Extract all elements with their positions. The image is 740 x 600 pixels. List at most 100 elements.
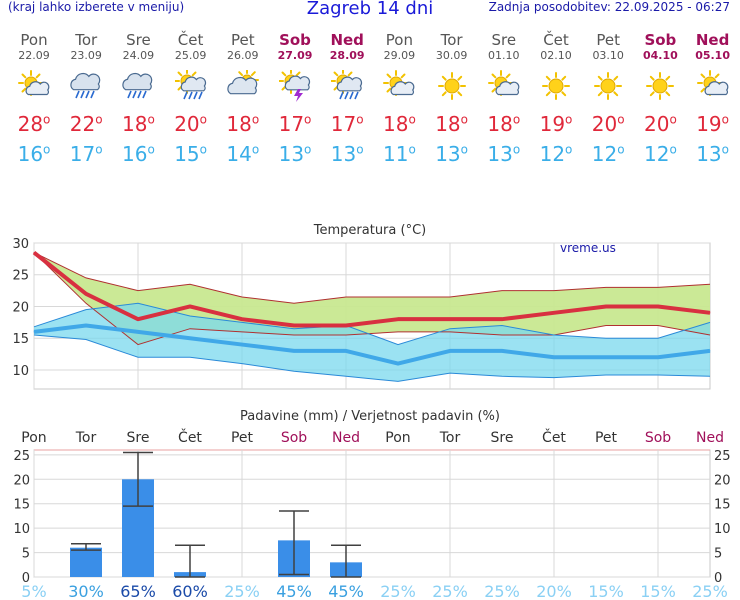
forecast-date: 25.09 [174, 49, 207, 62]
forecast-day-name: Čet [177, 31, 204, 49]
temperature-chart-title: Temperatura (°C) [313, 223, 426, 238]
x-tick-label: Tor [439, 430, 461, 446]
forecast-min-temp: 13o [330, 142, 364, 166]
min-temp-point [137, 331, 139, 333]
min-band-lower-edge [33, 334, 711, 382]
forecast-day: Sob 27.09 17o 13o [269, 32, 321, 167]
precipitation-probability-label: 15% [588, 582, 624, 600]
min-temp-point [553, 356, 555, 358]
forecast-day-name: Čet [543, 31, 569, 49]
forecast-date: 04.10 [642, 49, 678, 62]
sun-cloud-rain-icon [174, 70, 206, 100]
forecast-min-temp: 13o [278, 142, 312, 166]
min-temp-point [657, 356, 659, 358]
cloud-rain-icon [122, 72, 153, 99]
forecast-day-name: Pon [385, 31, 413, 49]
forecast-max-temp: 28o [17, 112, 51, 136]
forecast-day: Čet 02.10 19o 12o [530, 31, 582, 167]
forecast-day: Sre 24.09 18o 16o [112, 32, 164, 167]
x-tick-label: Sob [645, 430, 671, 446]
forecast-min-temp: 14o [226, 142, 260, 166]
forecast-day-name: Tor [440, 31, 463, 49]
x-tick-label: Sre [127, 430, 150, 446]
forecast-day: Sob 04.10 20o 12o [634, 32, 686, 167]
forecast-min-temp: 17o [69, 142, 103, 166]
forecast-day: Čet 25.09 20o 15o [165, 31, 217, 167]
forecast-date: 22.09 [18, 49, 50, 62]
max-temp-point [241, 318, 243, 320]
cloud-thunder-icon [279, 70, 311, 102]
forecast-min-temp: 13o [487, 142, 521, 166]
forecast-max-temp: 18o [226, 112, 260, 136]
forecast-date: 03.10 [592, 49, 624, 62]
min-band-upper-edge [33, 302, 711, 346]
forecast-day: Tor 23.09 22o 17o [60, 31, 112, 167]
precipitation-probability-label: 25% [692, 582, 728, 600]
precipitation-probability-label: 25% [484, 582, 520, 600]
forecast-day-name: Ned [330, 31, 364, 49]
max-temp-point [605, 305, 607, 307]
precipitation-probability-label: 45% [328, 582, 364, 600]
forecast-max-temp: 20o [591, 112, 625, 136]
precipitation-probability-label: 25% [432, 582, 468, 600]
y-tick-label-right: 20 [714, 473, 731, 488]
forecast-date: 29.09 [383, 49, 416, 62]
forecast-date: 28.09 [329, 49, 365, 62]
forecast-min-temp: 16o [17, 142, 51, 166]
max-temp-point [33, 252, 35, 254]
forecast-day: Pet 03.10 20o 12o [582, 32, 634, 167]
y-tick-label-left: 25 [13, 449, 30, 464]
y-tick-label-left: 0 [22, 571, 30, 586]
min-temp-point [85, 325, 87, 327]
forecast-min-temp: 15o [174, 142, 207, 166]
forecast-max-temp: 20o [643, 112, 677, 136]
sun-cloud-icon [696, 70, 728, 96]
forecast-day-name: Ned [695, 31, 730, 49]
max-temp-point [709, 312, 711, 314]
page-title: Zagreb 14 dni [306, 0, 434, 19]
precipitation-probability-label: 30% [68, 582, 104, 600]
max-temp-point [137, 318, 139, 320]
forecast-max-temp: 19o [696, 112, 729, 136]
y-tick-label-left: 20 [13, 473, 30, 488]
x-tick-label: Tor [75, 430, 97, 446]
forecast-day: Pon 29.09 18o 11o [373, 31, 425, 167]
sun-icon [646, 72, 675, 100]
forecast-date: 30.09 [435, 49, 468, 62]
min-temp-point [345, 350, 347, 352]
forecast-day-name: Tor [75, 31, 98, 49]
y-tick-label-right: 15 [714, 498, 731, 513]
x-tick-label: Ned [332, 430, 360, 446]
precipitation-probability-label: 45% [276, 582, 312, 600]
sun-cloud-icon [383, 70, 415, 96]
forecast-min-temp: 12o [591, 142, 625, 166]
forecast-day-name: Sre [491, 31, 517, 49]
forecast-day: Pon 22.09 28o 16o [8, 32, 60, 167]
sun-cloud-icon [487, 70, 520, 96]
x-tick-label: Čet [542, 428, 566, 446]
forecast-date: 24.09 [122, 49, 155, 62]
max-temp-point [189, 305, 191, 307]
forecast-date: 26.09 [227, 49, 259, 62]
precipitation-probability-label: 65% [120, 582, 156, 600]
precipitation-chart: Padavine (mm) / Verjetnost padavin (%) Po… [13, 409, 731, 600]
forecast-min-temp: 12o [539, 142, 573, 166]
forecast-min-temp: 13o [435, 142, 468, 166]
y-tick-label: 10 [12, 364, 29, 379]
forecast-max-temp: 20o [174, 112, 207, 136]
precipitation-probability-label: 60% [172, 582, 208, 600]
max-temp-point [553, 312, 555, 314]
min-temp-point [605, 356, 607, 358]
forecast-day: Pet 26.09 18o 14o [217, 32, 269, 167]
max-band-upper-edge [33, 252, 711, 304]
forecast-max-temp: 17o [278, 112, 312, 136]
forecast-date: 02.10 [540, 49, 572, 62]
sun-cloud-icon [18, 70, 50, 96]
max-temp-point [397, 318, 399, 320]
min-temp-point [189, 337, 191, 339]
y-tick-label: 15 [12, 332, 29, 347]
location-menu-hint[interactable]: (kraj lahko izberete v meniju) [8, 0, 185, 14]
forecast-day: Tor 30.09 18o 13o [426, 31, 478, 167]
forecast-max-temp: 22o [69, 112, 103, 136]
max-temp-line [32, 250, 711, 328]
